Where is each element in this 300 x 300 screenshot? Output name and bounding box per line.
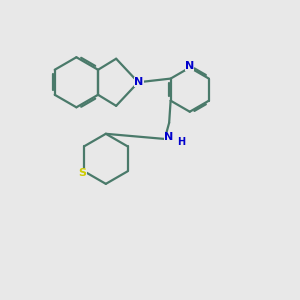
- Text: N: N: [185, 61, 194, 71]
- Text: H: H: [177, 137, 185, 147]
- Text: N: N: [164, 133, 173, 142]
- Text: S: S: [79, 168, 87, 178]
- Text: N: N: [134, 77, 143, 87]
